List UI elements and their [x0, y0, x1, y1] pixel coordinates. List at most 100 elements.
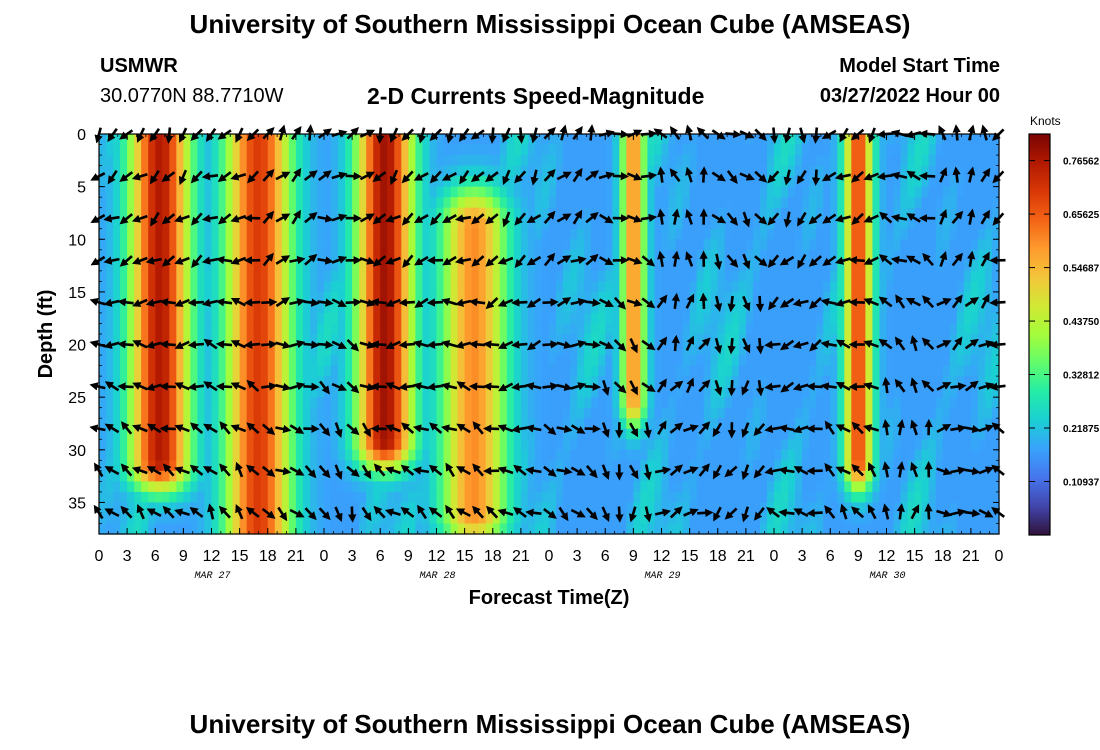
- heatmap-cell: [113, 355, 121, 367]
- heatmap-cell: [795, 460, 803, 472]
- heatmap-cell: [485, 397, 494, 409]
- heatmap-cell: [359, 218, 367, 230]
- heatmap-cell: [886, 365, 895, 377]
- heatmap-cell: [309, 407, 318, 419]
- heatmap-cell: [380, 449, 388, 461]
- heatmap-cell: [408, 155, 417, 167]
- heatmap-cell: [570, 260, 578, 272]
- heatmap-cell: [190, 481, 199, 493]
- heatmap-cell: [851, 249, 859, 261]
- heatmap-cell: [352, 502, 360, 514]
- heatmap-cell: [99, 249, 107, 261]
- heatmap-cell: [717, 165, 726, 177]
- current-vector-arrow: [247, 170, 260, 184]
- heatmap-cell: [752, 449, 761, 461]
- heatmap-cell: [682, 144, 691, 156]
- heatmap-cell: [984, 439, 993, 451]
- heatmap-cell: [633, 312, 642, 325]
- heatmap-cell: [499, 270, 508, 282]
- heatmap-cell: [211, 386, 220, 398]
- heatmap-cell: [176, 418, 184, 430]
- heatmap-cell: [288, 302, 297, 314]
- heatmap-cell: [260, 334, 269, 346]
- heatmap-cell: [612, 407, 620, 419]
- heatmap-cell: [563, 365, 571, 377]
- heatmap-cell: [689, 449, 698, 461]
- heatmap-cell: [865, 365, 874, 377]
- heatmap-cell: [274, 218, 283, 230]
- heatmap-cell: [169, 439, 177, 451]
- heatmap-cell: [956, 428, 965, 440]
- heatmap-cell: [893, 491, 902, 504]
- heatmap-cell: [907, 439, 916, 451]
- heatmap-cell: [619, 249, 627, 261]
- heatmap-cell: [900, 207, 909, 219]
- heatmap-cell: [752, 312, 761, 325]
- heatmap-cell: [900, 481, 909, 493]
- heatmap-cell: [492, 176, 501, 188]
- heatmap-cell: [984, 355, 993, 367]
- current-vector-arrow: [161, 171, 176, 182]
- heatmap-cell: [492, 165, 501, 177]
- heatmap-cell: [977, 155, 986, 167]
- current-vector-arrow: [174, 214, 190, 223]
- heatmap-cell: [464, 302, 473, 314]
- heatmap-cell: [443, 176, 452, 188]
- heatmap-cell: [745, 197, 754, 209]
- heatmap-cell: [928, 397, 937, 409]
- heatmap-cell: [134, 323, 142, 335]
- heatmap-cell: [436, 228, 445, 240]
- heatmap-cell: [309, 334, 318, 346]
- heatmap-cell: [724, 218, 733, 230]
- heatmap-cell: [605, 376, 613, 388]
- heatmap-cell: [464, 197, 473, 209]
- heatmap-cell: [309, 239, 318, 251]
- heatmap-cell: [324, 355, 332, 367]
- heatmap-cell: [668, 439, 677, 451]
- heatmap-cell: [774, 260, 782, 272]
- heatmap-cell: [436, 176, 445, 188]
- heatmap-cell: [267, 365, 276, 377]
- heatmap-cell: [499, 512, 508, 525]
- heatmap-cell: [436, 144, 445, 156]
- heatmap-cell: [190, 155, 199, 167]
- heatmap-cell: [457, 407, 466, 419]
- heatmap-cell: [949, 386, 958, 398]
- heatmap-cell: [577, 197, 585, 209]
- heatmap-cell: [647, 323, 656, 335]
- heatmap-cell: [232, 207, 241, 219]
- heatmap-cell: [844, 291, 852, 304]
- current-vector-arrow: [230, 340, 247, 349]
- heatmap-cell: [492, 397, 501, 409]
- heatmap-cell: [605, 481, 613, 493]
- heatmap-cell: [288, 407, 297, 419]
- heatmap-cell: [577, 439, 585, 451]
- heatmap-cell: [162, 491, 170, 504]
- heatmap-cell: [682, 491, 691, 504]
- heatmap-cell: [991, 270, 1000, 282]
- heatmap-cell: [661, 186, 670, 198]
- heatmap-cell: [633, 176, 642, 188]
- heatmap-cell: [485, 481, 494, 493]
- heatmap-cell: [731, 365, 740, 377]
- heatmap-cell: [401, 470, 409, 482]
- heatmap-cell: [464, 207, 473, 219]
- heatmap-cell: [281, 376, 290, 388]
- heatmap-cell: [858, 439, 867, 451]
- heatmap-cell: [464, 260, 473, 272]
- heatmap-cell: [141, 270, 149, 282]
- heatmap-cell: [232, 291, 241, 304]
- heatmap-cell: [204, 491, 213, 504]
- heatmap-cell: [837, 439, 845, 451]
- heatmap-cell: [457, 386, 466, 398]
- heatmap-cell: [795, 386, 803, 398]
- heatmap-cell: [703, 134, 712, 146]
- heatmap-cell: [556, 397, 564, 409]
- heatmap-cell: [436, 439, 445, 451]
- heatmap-cell: [795, 207, 803, 219]
- heatmap-cell: [338, 312, 346, 325]
- heatmap-cell: [661, 155, 670, 167]
- heatmap-cell: [492, 344, 501, 356]
- heatmap-cell: [640, 386, 649, 398]
- heatmap-cell: [717, 491, 726, 504]
